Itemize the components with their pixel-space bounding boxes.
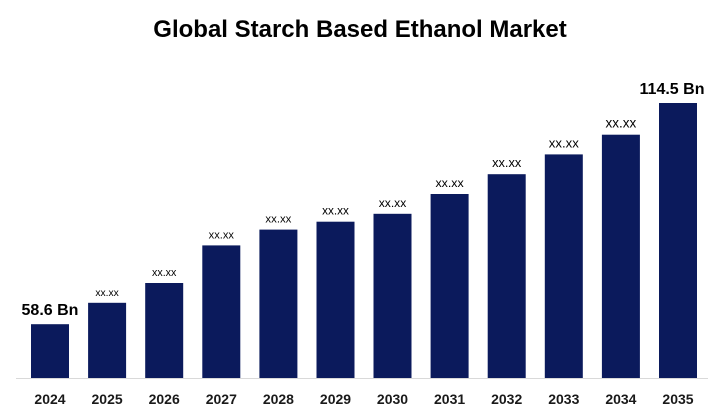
category-label-2024: 2024 bbox=[34, 391, 65, 407]
category-labels-group: 2024 2025 2026 2027 2028 2029 2030 2031 2032 2033… bbox=[34, 391, 693, 407]
data-label-2033: xx.xx bbox=[549, 135, 579, 150]
category-label-2027: 2027 bbox=[206, 391, 237, 407]
data-label-2031: xx.xx bbox=[435, 176, 464, 190]
data-label-2030: xx.xx bbox=[379, 196, 407, 210]
data-label-2032: xx.xx bbox=[492, 155, 522, 170]
category-label-2032: 2032 bbox=[491, 391, 522, 407]
bar-2032 bbox=[487, 174, 526, 378]
bars-group bbox=[31, 103, 697, 378]
category-label-2029: 2029 bbox=[320, 391, 351, 407]
data-label-2034: xx.xx bbox=[606, 116, 637, 131]
data-label-2027: xx.xx bbox=[209, 229, 235, 241]
category-label-2025: 2025 bbox=[92, 391, 123, 407]
data-labels-group: 58.6 Bn xx.xx xx.xx xx.xx xx.xx xx.xx xx.xx xx.… bbox=[22, 81, 705, 319]
data-label-2028: xx.xx bbox=[265, 214, 291, 226]
bar-2031 bbox=[430, 194, 469, 378]
category-label-2031: 2031 bbox=[434, 391, 465, 407]
bar-2029 bbox=[316, 221, 355, 378]
category-label-2028: 2028 bbox=[263, 391, 294, 407]
category-label-2030: 2030 bbox=[377, 391, 408, 407]
bar-2026 bbox=[145, 283, 184, 378]
data-label-2026: xx.xx bbox=[152, 267, 177, 279]
category-label-2035: 2035 bbox=[662, 391, 693, 407]
bar-2035 bbox=[659, 103, 697, 378]
data-label-2025: xx.xx bbox=[95, 288, 119, 299]
bar-2024 bbox=[31, 324, 69, 378]
bar-2033 bbox=[544, 154, 583, 378]
data-label-2024: 58.6 Bn bbox=[22, 302, 79, 319]
category-label-2026: 2026 bbox=[149, 391, 180, 407]
category-label-2034: 2034 bbox=[605, 391, 636, 407]
bar-2030 bbox=[373, 213, 412, 378]
data-label-2035: 114.5 Bn bbox=[640, 81, 705, 98]
data-label-2029: xx.xx bbox=[322, 204, 349, 218]
category-label-2033: 2033 bbox=[548, 391, 579, 407]
bar-2028 bbox=[259, 229, 298, 378]
bar-2034 bbox=[601, 134, 640, 378]
bar-2027 bbox=[202, 245, 241, 378]
chart-title: Global Starch Based Ethanol Market bbox=[153, 16, 567, 43]
bar-2025 bbox=[88, 302, 127, 378]
